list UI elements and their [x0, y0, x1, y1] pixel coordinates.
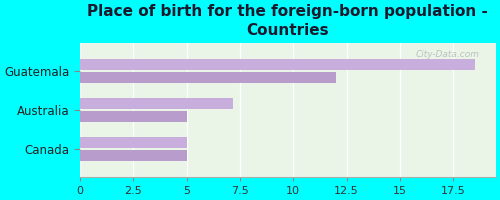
Title: Place of birth for the foreign-born population -
Countries: Place of birth for the foreign-born popu… [88, 4, 488, 38]
Bar [80, 150, 186, 161]
Bar [80, 98, 234, 109]
Bar [80, 72, 336, 83]
Bar [80, 59, 474, 70]
Text: City-Data.com: City-Data.com [415, 50, 479, 59]
Bar [80, 111, 186, 122]
Bar [80, 137, 186, 148]
